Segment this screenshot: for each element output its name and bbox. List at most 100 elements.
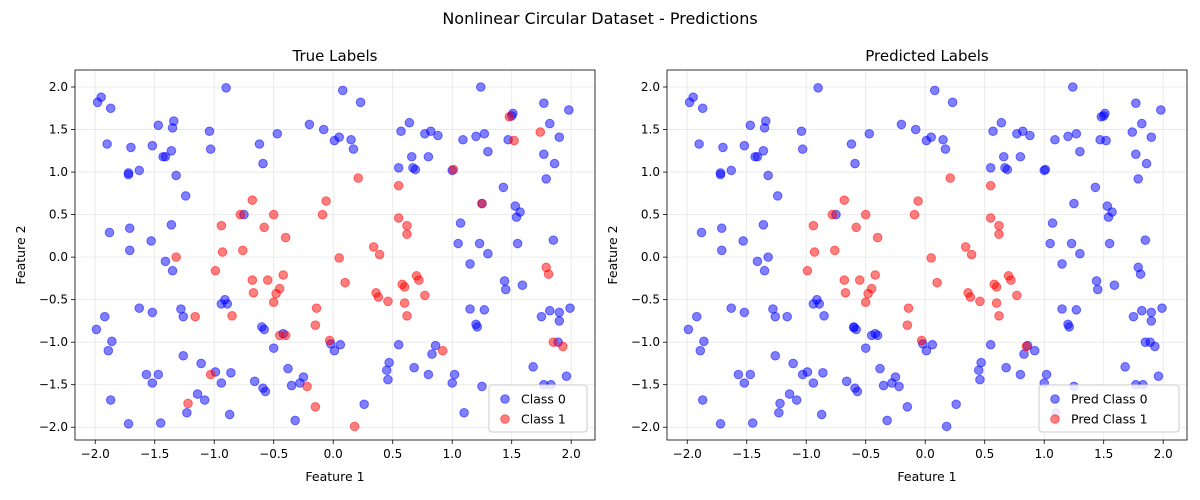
point-predicted-labels-class-0 — [1071, 305, 1082, 315]
axes-frame-predicted-labels — [666, 69, 1188, 441]
y-tick-label: 0.5 — [49, 208, 68, 222]
point-predicted-labels-class-1 — [916, 335, 927, 346]
point-predicted-labels-class-0 — [733, 369, 744, 380]
panel-title-predicted-labels: Predicted Labels — [865, 47, 989, 65]
point-predicted-labels-class-1 — [829, 245, 840, 256]
point-predicted-labels-class-0 — [940, 144, 951, 154]
point-true-labels-class-0 — [554, 316, 565, 326]
point-predicted-labels-class-0 — [747, 418, 758, 428]
point-predicted-labels-class-0 — [774, 407, 784, 418]
point-predicted-labels-class-1 — [965, 292, 976, 302]
point-true-labels-class-1 — [280, 232, 291, 243]
point-true-labels-class-0 — [258, 158, 268, 169]
point-predicted-labels-class-0 — [752, 151, 763, 162]
point-true-labels-class-0 — [539, 149, 549, 160]
point-predicted-labels-class-0 — [866, 330, 877, 341]
x-tick-label: 1.5 — [502, 447, 521, 461]
point-true-labels-class-1 — [393, 213, 404, 223]
legend-label-0: Class 0 — [521, 392, 566, 407]
point-predicted-labels-class-0 — [716, 245, 727, 256]
point-true-labels-class-0 — [216, 378, 227, 388]
point-predicted-labels-class-0 — [894, 381, 904, 392]
point-predicted-labels-class-1 — [994, 311, 1004, 321]
point-predicted-labels-class-1 — [909, 209, 920, 220]
point-true-labels-class-1 — [227, 311, 237, 321]
point-predicted-labels-class-0 — [688, 92, 698, 103]
point-true-labels-class-0 — [105, 395, 116, 405]
point-true-labels-class-0 — [453, 238, 463, 249]
point-true-labels-class-1 — [393, 180, 404, 191]
point-predicted-labels-class-0 — [849, 322, 859, 333]
point-predicted-labels-class-0 — [715, 419, 726, 429]
ticks-true-labels: −2.0 −1.5 −1.0 −0.5 0.0 0.5 1.0 1.5 2.0 −2.0 −1.5 −… — [39, 80, 581, 461]
x-tick-label: 1.0 — [1035, 447, 1054, 461]
point-predicted-labels-class-0 — [738, 236, 748, 246]
point-predicted-labels-class-0 — [1029, 345, 1040, 356]
point-predicted-labels-class-1 — [851, 222, 861, 233]
point-true-labels-class-0 — [384, 357, 394, 368]
point-predicted-labels-class-0 — [902, 402, 913, 412]
point-predicted-labels-class-0 — [1136, 118, 1147, 129]
point-predicted-labels-class-1 — [827, 209, 838, 220]
point-true-labels-class-1 — [437, 345, 448, 356]
point-predicted-labels-class-0 — [1047, 218, 1058, 228]
axes-frame-true-labels — [74, 69, 596, 441]
point-true-labels-class-0 — [171, 170, 181, 181]
y-tick-label: 1.0 — [49, 165, 68, 179]
point-predicted-labels-class-0 — [1127, 127, 1138, 137]
point-true-labels-class-0 — [423, 151, 434, 162]
point-predicted-labels-class-0 — [797, 144, 808, 154]
point-predicted-labels-class-0 — [976, 357, 986, 368]
point-true-labels-class-1 — [448, 164, 459, 175]
point-predicted-labels-class-0 — [791, 395, 802, 405]
point-true-labels-class-1 — [237, 245, 248, 256]
y-tick-label: 0.0 — [641, 250, 660, 264]
point-true-labels-class-0 — [134, 303, 145, 313]
point-predicted-labels-class-0 — [715, 169, 726, 180]
point-true-labels-class-0 — [549, 158, 560, 169]
point-predicted-labels-class-0 — [1090, 182, 1101, 193]
point-true-labels-class-0 — [124, 223, 135, 234]
y-tick-label: 1.0 — [641, 165, 660, 179]
point-true-labels-class-0 — [259, 324, 269, 335]
point-true-labels-class-0 — [479, 305, 490, 315]
point-true-labels-class-0 — [455, 218, 466, 228]
point-predicted-labels-class-1 — [802, 265, 813, 276]
point-predicted-labels-class-0 — [929, 85, 940, 96]
point-true-labels-class-0 — [458, 134, 468, 145]
point-predicted-labels-class-0 — [1067, 82, 1078, 92]
point-true-labels-class-0 — [254, 139, 265, 149]
x-tick-label: 0.5 — [975, 447, 994, 461]
point-predicted-labels-class-1 — [854, 275, 865, 285]
point-true-labels-class-0 — [147, 140, 158, 151]
point-predicted-labels-class-1 — [866, 283, 877, 294]
point-true-labels-class-1 — [324, 335, 335, 346]
point-predicted-labels-class-0 — [1131, 98, 1141, 108]
panel-title-true-labels: True Labels — [292, 47, 378, 65]
point-true-labels-class-1 — [399, 282, 410, 292]
point-true-labels-class-0 — [393, 339, 404, 350]
point-predicted-labels-class-0 — [772, 191, 783, 201]
point-true-labels-class-0 — [102, 139, 112, 149]
point-predicted-labels-class-1 — [1006, 275, 1016, 285]
point-predicted-labels-class-0 — [739, 378, 750, 388]
point-true-labels-class-0 — [226, 368, 236, 378]
point-true-labels-class-0 — [544, 118, 555, 129]
point-true-labels-class-0 — [544, 305, 555, 316]
point-true-labels-class-0 — [335, 339, 346, 350]
point-true-labels-class-0 — [383, 374, 393, 385]
point-predicted-labels-class-0 — [695, 345, 706, 356]
point-true-labels-class-0 — [499, 276, 510, 286]
point-true-labels-class-0 — [539, 98, 549, 108]
point-true-labels-class-1 — [205, 369, 216, 380]
point-true-labels-class-0 — [196, 358, 206, 369]
point-predicted-labels-class-0 — [808, 378, 819, 388]
point-predicted-labels-class-0 — [1075, 248, 1085, 259]
x-tick-label: −0.5 — [259, 447, 288, 461]
point-predicted-labels-class-0 — [745, 120, 756, 131]
y-tick-label: −1.5 — [39, 378, 68, 392]
point-predicted-labels-class-0 — [691, 311, 702, 322]
point-true-labels-class-0 — [192, 389, 203, 399]
point-predicted-labels-class-0 — [1057, 304, 1067, 314]
x-tick-label: −1.5 — [140, 447, 169, 461]
